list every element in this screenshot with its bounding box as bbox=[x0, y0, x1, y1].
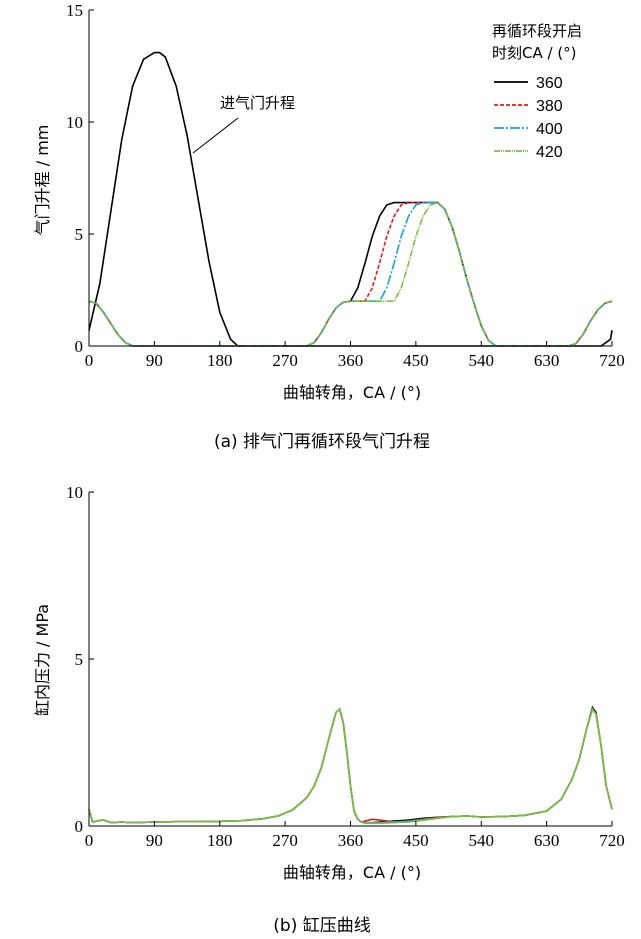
chart-a-x-axis-title: 曲轴转角，CA / (°) bbox=[283, 383, 421, 402]
chart-b-x-tick-label: 720 bbox=[599, 831, 625, 850]
chart-b-x-tick-label: 360 bbox=[338, 831, 364, 850]
chart-a-y-axis-title: 气门升程 / mm bbox=[33, 125, 52, 236]
chart-a-x-tick-label: 450 bbox=[403, 351, 429, 370]
chart-a-x-tick-label: 270 bbox=[272, 351, 298, 370]
chart-a-series-layer bbox=[88, 51, 613, 347]
chart-a-x-tick-label: 360 bbox=[338, 351, 364, 370]
chart-b-y-tick-label: 0 bbox=[75, 817, 84, 836]
chart-a-x-tick-label: 720 bbox=[599, 351, 625, 370]
chart-b-x-tick-label: 630 bbox=[534, 831, 560, 850]
chart-a-x-tick-label: 180 bbox=[207, 351, 233, 370]
chart-b-series-400-line bbox=[88, 707, 613, 824]
chart-a-series-360-line bbox=[88, 201, 613, 347]
chart-a-series-380-line bbox=[88, 201, 613, 347]
legend-title-line-1: 再循环段开启 bbox=[492, 22, 582, 40]
chart-b-y-tick-label: 10 bbox=[66, 483, 83, 502]
chart-b-series-420-line bbox=[88, 707, 613, 825]
chart-b-x-tick-label: 90 bbox=[146, 831, 163, 850]
intake-lift-annotation-leader bbox=[192, 117, 239, 154]
chart-a-x-tick-label: 90 bbox=[146, 351, 163, 370]
legend-label-400: 400 bbox=[536, 121, 563, 138]
chart-a-caption: (a) 排气门再循环段气门升程 bbox=[214, 432, 430, 452]
chart-a-legend: 再循环段开启 时刻CA / (°) 360 380 400 420 bbox=[492, 22, 582, 161]
chart-a-series-400-line bbox=[88, 201, 613, 347]
chart-b-x-tick-label: 180 bbox=[207, 831, 233, 850]
chart-b-y-axis-title: 缸内压力 / MPa bbox=[33, 604, 52, 716]
chart-b-x-tick-label: 540 bbox=[469, 831, 495, 850]
chart-a-series-420-line bbox=[88, 201, 613, 347]
legend-label-420: 420 bbox=[536, 144, 563, 161]
chart-a-valve-lift: 0 90 180 270 360 450 540 630 720 0 5 10 15 气门升程 / mm… bbox=[33, 1, 625, 452]
chart-b-x-tick-label: 450 bbox=[403, 831, 429, 850]
legend-label-360: 360 bbox=[536, 75, 563, 92]
chart-b-series-360-line bbox=[88, 705, 613, 824]
chart-b-x-tick-label: 270 bbox=[272, 831, 298, 850]
legend-label-380: 380 bbox=[536, 98, 563, 115]
chart-a-y-tick-label: 10 bbox=[66, 113, 83, 132]
chart-b-axes: 0 90 180 270 360 450 540 630 720 0 5 10 bbox=[66, 483, 625, 850]
chart-a-y-tick-label: 15 bbox=[66, 1, 83, 20]
chart-b-series-layer bbox=[88, 705, 613, 825]
intake-lift-annotation: 进气门升程 bbox=[220, 94, 295, 112]
chart-b-y-tick-label: 5 bbox=[75, 650, 84, 669]
chart-a-axes: 0 90 180 270 360 450 540 630 720 0 5 10 15 bbox=[66, 1, 625, 370]
chart-b-x-axis-title: 曲轴转角，CA / (°) bbox=[283, 863, 421, 882]
chart-b-caption: (b) 缸压曲线 bbox=[273, 915, 370, 936]
chart-a-y-tick-label: 0 bbox=[75, 337, 84, 356]
chart-a-x-tick-label: 0 bbox=[85, 351, 94, 370]
chart-a-x-tick-label: 630 bbox=[534, 351, 560, 370]
chart-b-series-380-line bbox=[88, 707, 613, 824]
chart-a-x-tick-label: 540 bbox=[469, 351, 495, 370]
chart-b-x-tick-label: 0 bbox=[85, 831, 94, 850]
chart-a-y-tick-label: 5 bbox=[75, 225, 84, 244]
legend-title-line-2: 时刻CA / (°) bbox=[492, 44, 577, 62]
